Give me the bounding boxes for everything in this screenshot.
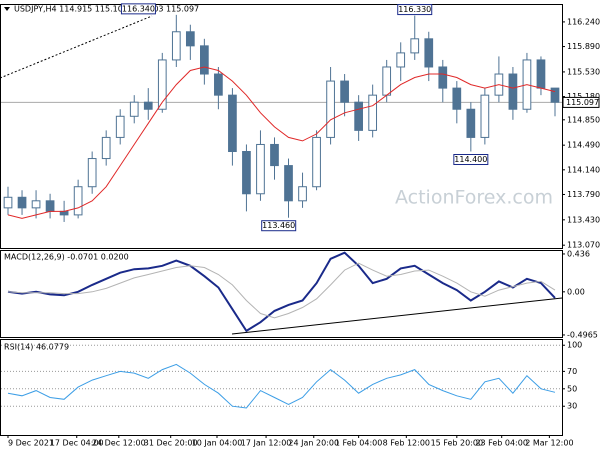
annotation-label: 116.330 <box>398 5 431 14</box>
candle-body <box>143 101 153 110</box>
annotation-label: 113.460 <box>262 221 295 230</box>
candle-body <box>3 196 13 209</box>
x-tick-label: 24 Jan 20:00 <box>288 439 339 448</box>
annotation-label: 114.400 <box>454 155 487 164</box>
series-line <box>7 262 556 319</box>
candle-body <box>200 45 209 75</box>
y-tick-label: 115.890 <box>567 42 600 51</box>
candle-body <box>396 52 406 68</box>
candle-body <box>87 158 97 188</box>
candle-body <box>214 73 223 96</box>
chart-title: USDJPY,H4 114.915 115.101 114.903 115.09… <box>14 5 199 14</box>
watermark: ActionForex.com <box>395 187 553 209</box>
main-panel <box>0 4 563 249</box>
y-tick-label: 116.240 <box>567 17 600 26</box>
candle-body <box>368 94 378 131</box>
y-tick-label: 0.00 <box>567 287 585 296</box>
candle-body <box>242 151 251 195</box>
moving-average <box>7 66 556 219</box>
menu-icon <box>4 7 10 11</box>
candle-body <box>270 143 279 167</box>
candle-body <box>101 136 111 160</box>
candle-body <box>438 66 448 89</box>
candle-body <box>157 59 167 110</box>
series-line <box>7 251 556 333</box>
y-tick-label: 0.436 <box>567 249 590 258</box>
candle-body <box>340 80 349 103</box>
annotation-box <box>261 220 297 232</box>
candle-body <box>536 59 546 89</box>
current-price-label: 115.097 <box>566 98 599 107</box>
series-line <box>7 363 556 409</box>
x-tick-label: 10 Jan 04:00 <box>192 439 243 448</box>
y-tick-label: 50 <box>567 384 577 393</box>
candle-body <box>480 94 490 138</box>
y-tick-label: 100 <box>567 341 582 350</box>
candle-body <box>452 87 462 110</box>
candle-body <box>115 115 125 138</box>
trend-line <box>231 297 563 335</box>
candle-body <box>466 108 476 138</box>
candle-body <box>73 186 83 216</box>
candle-body <box>550 87 560 103</box>
candle-body <box>45 200 55 212</box>
x-tick-label: 9 Dec 2021 <box>8 439 54 448</box>
macd-panel <box>0 250 563 338</box>
candle-body <box>284 165 293 202</box>
y-tick-label: 113.790 <box>567 190 600 199</box>
x-tick-label: 24 Dec 12:00 <box>92 439 146 448</box>
candle-body <box>354 101 363 131</box>
trend-line <box>0 15 153 79</box>
y-tick-label: 113.070 <box>567 241 600 250</box>
candle-body <box>256 143 265 195</box>
x-tick-label: 17 Dec 04:00 <box>50 439 104 448</box>
annotation-box <box>120 3 156 15</box>
annotation-label: 116.340 <box>122 4 155 13</box>
candle-body <box>410 38 420 54</box>
y-tick-label: 114.140 <box>567 165 600 174</box>
y-tick-label: 113.430 <box>567 215 600 224</box>
y-tick-label: 115.180 <box>567 92 600 101</box>
candle-body <box>171 31 181 61</box>
candle-body <box>424 38 434 68</box>
candle-body <box>326 80 335 138</box>
annotation-box <box>397 4 433 16</box>
x-tick-label: 17 Jan 12:00 <box>241 439 292 448</box>
x-tick-label: 15 Feb 20:00 <box>431 439 483 448</box>
candle-body <box>382 66 392 96</box>
x-tick-label: 8 Feb 12:00 <box>383 439 430 448</box>
candle-body <box>17 196 27 209</box>
current-price-box <box>562 96 600 108</box>
y-tick-label: 70 <box>567 367 577 376</box>
candle-body <box>298 186 307 202</box>
candle-body <box>59 210 69 216</box>
y-tick-label: 114.850 <box>567 115 600 124</box>
y-tick-label: 115.530 <box>567 67 600 76</box>
x-tick-label: 23 Feb 04:00 <box>475 439 527 448</box>
x-tick-label: 1 Feb 04:00 <box>335 439 382 448</box>
rsi-panel <box>0 339 563 436</box>
candle-body <box>312 136 321 188</box>
candle-body <box>508 73 518 110</box>
macd-title: MACD(12,26,9) -0.0701 0.0200 <box>4 253 129 262</box>
candle-body <box>31 200 41 209</box>
y-tick-label: -0.4965 <box>567 330 598 339</box>
y-tick-label: 30 <box>567 402 577 411</box>
candle-body <box>129 101 139 117</box>
x-tick-label: 2 Mar 12:00 <box>525 439 573 448</box>
candle-body <box>185 31 195 47</box>
candle-body <box>228 94 237 153</box>
rsi-title: RSI(14) 46.0779 <box>4 343 69 352</box>
y-tick-label: 114.490 <box>567 141 600 150</box>
x-tick-label: 31 Dec 20:00 <box>144 439 198 448</box>
annotation-box <box>453 154 489 166</box>
